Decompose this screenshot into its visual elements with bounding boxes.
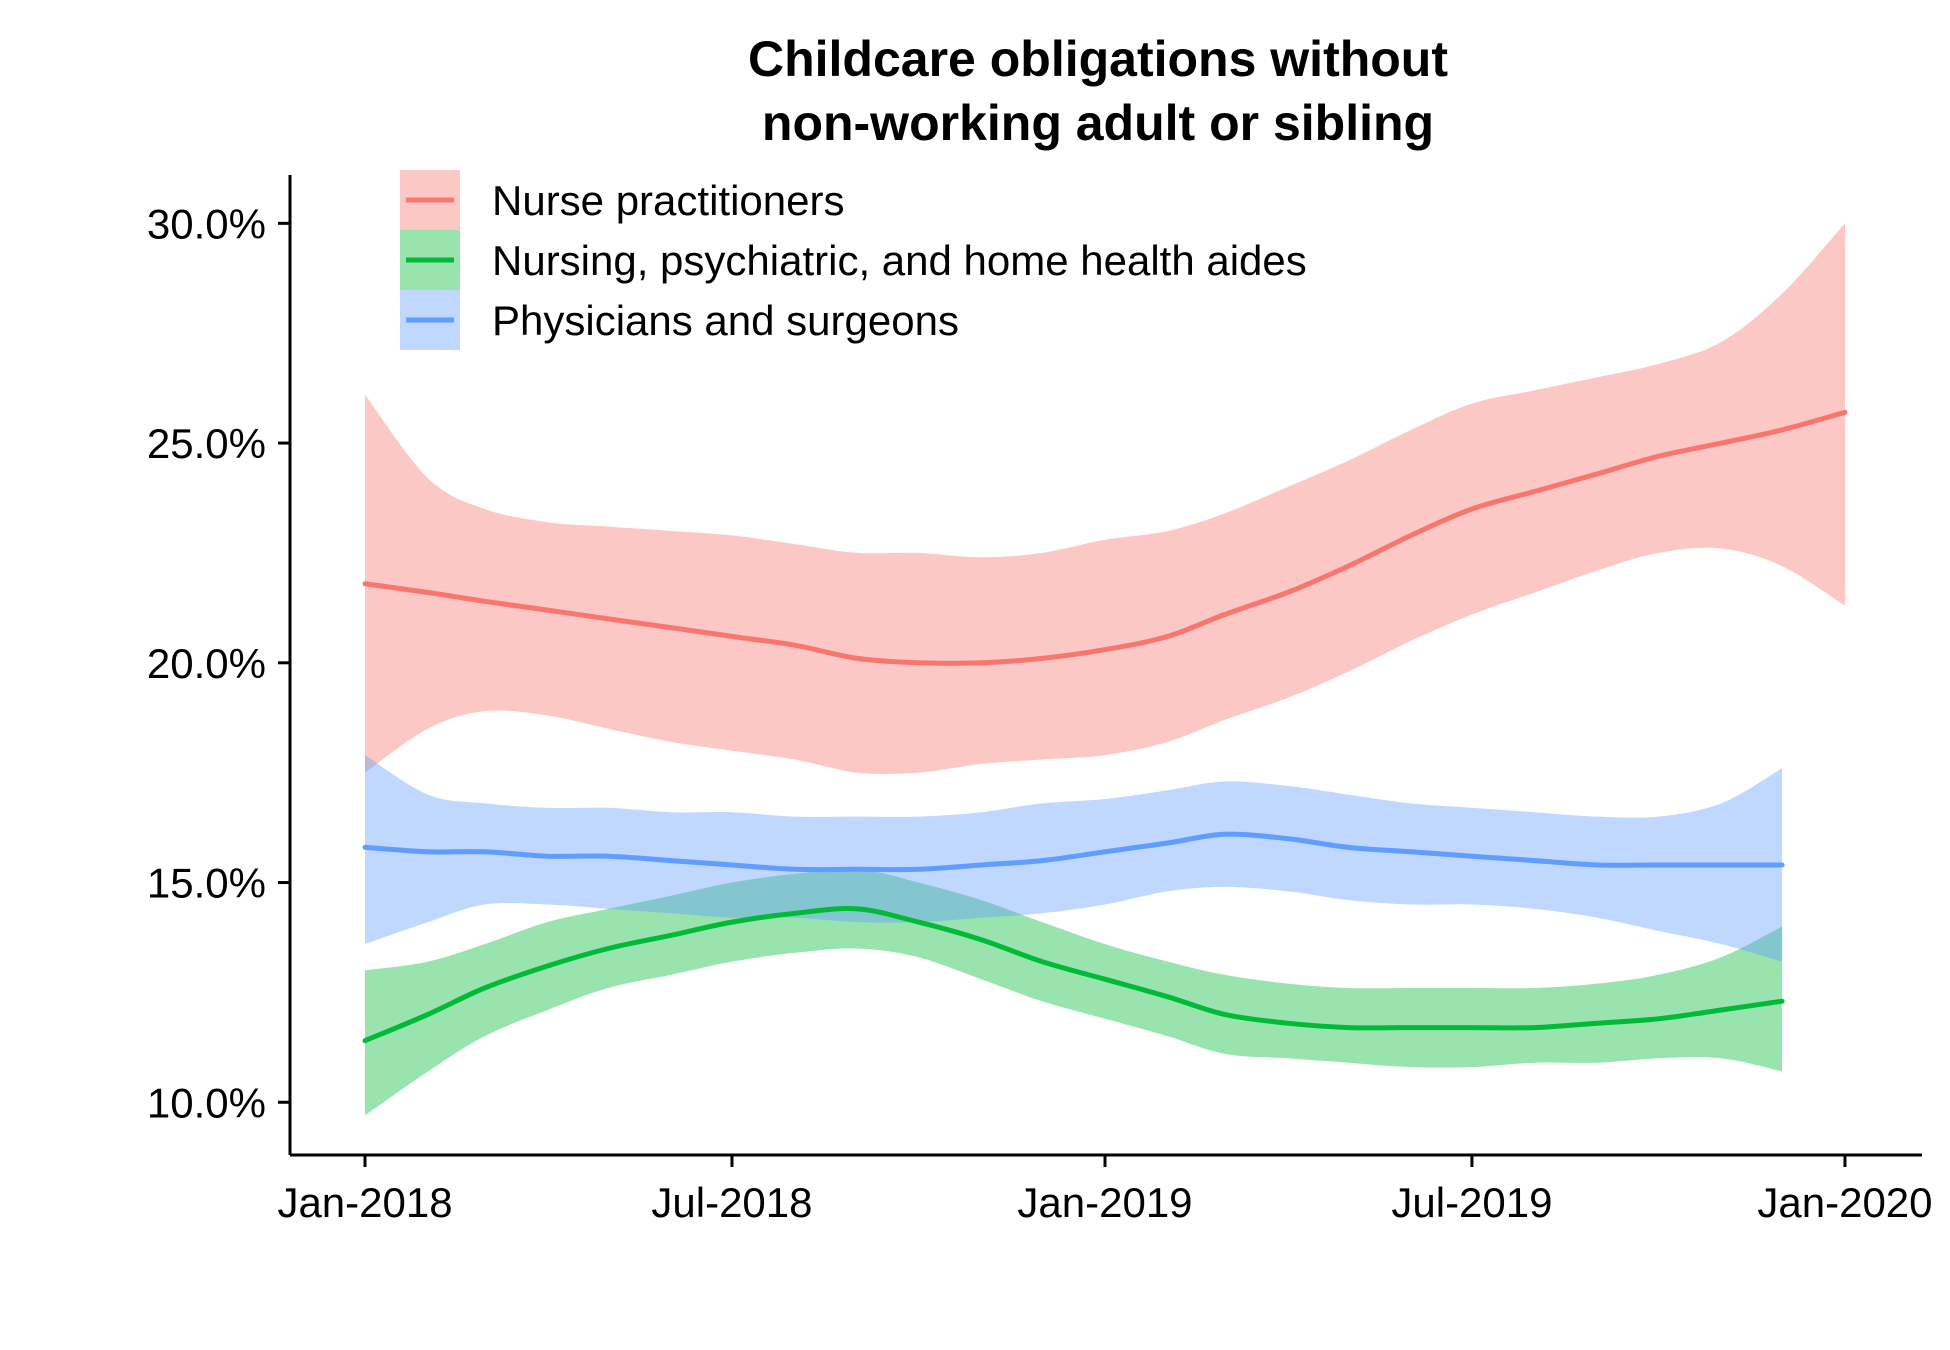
x-axis-ticks: Jan-2018 Jul-2018 Jan-2019 Jul-2019 Jan-2020: [277, 1155, 1933, 1226]
line-series-1: [362, 409, 1848, 666]
y-tick-label: 20.0%: [147, 640, 266, 687]
chart-title-line-2: non-working adult or sibling: [762, 95, 1434, 151]
ci-band-series-2: [365, 868, 1783, 1116]
y-tick-label: 25.0%: [147, 420, 266, 467]
line-series-2: [362, 906, 1785, 1044]
legend: Nurse practitioners Nursing, psychiatric,…: [400, 170, 1307, 350]
x-tick-label: Jan-2020: [1757, 1179, 1932, 1226]
legend-label: Nurse practitioners: [492, 177, 844, 224]
x-tick-label: Jan-2018: [277, 1179, 452, 1226]
y-axis-ticks: 10.0% 15.0% 20.0% 25.0% 30.0%: [147, 200, 290, 1126]
x-tick-label: Jul-2018: [651, 1179, 812, 1226]
y-tick-label: 15.0%: [147, 860, 266, 907]
x-tick-label: Jan-2019: [1017, 1179, 1192, 1226]
legend-label: Physicians and surgeons: [492, 297, 959, 344]
chart-title-line-1: Childcare obligations without: [748, 31, 1448, 87]
x-tick-label: Jul-2019: [1391, 1179, 1552, 1226]
legend-label: Nursing, psychiatric, and home health ai…: [492, 237, 1307, 284]
y-tick-label: 30.0%: [147, 200, 266, 247]
series-lines: [362, 409, 1848, 1044]
line-series-3: [362, 831, 1785, 873]
y-tick-label: 10.0%: [147, 1079, 266, 1126]
